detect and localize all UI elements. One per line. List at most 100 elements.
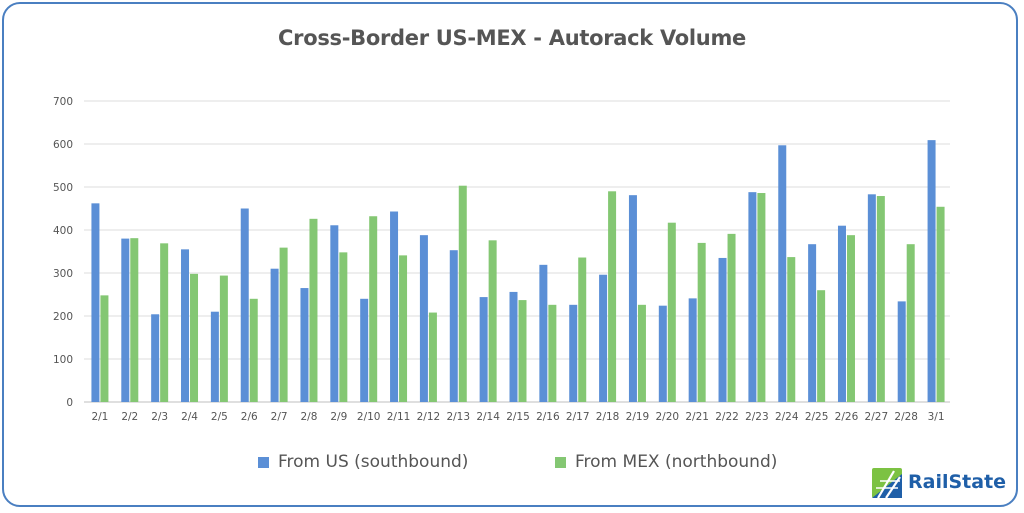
x-tick-label: 2/12 bbox=[417, 411, 441, 423]
bar-mex bbox=[369, 216, 378, 402]
bar-mex bbox=[817, 290, 826, 402]
x-tick-label: 2/27 bbox=[865, 411, 889, 423]
bar-us bbox=[181, 249, 190, 402]
y-tick-label: 100 bbox=[53, 354, 73, 366]
bar-us bbox=[837, 225, 846, 402]
x-tick-label: 2/14 bbox=[476, 411, 500, 423]
y-tick-label: 500 bbox=[53, 182, 73, 194]
bar-mex bbox=[309, 218, 318, 402]
x-tick-label: 3/1 bbox=[928, 411, 945, 423]
bar-us bbox=[330, 225, 339, 402]
bar-mex bbox=[428, 312, 437, 402]
bar-us bbox=[688, 298, 697, 402]
bar-mex bbox=[339, 252, 348, 402]
bar-us bbox=[897, 301, 906, 402]
bar-us bbox=[808, 244, 817, 402]
y-tick-label: 600 bbox=[53, 139, 73, 151]
bar-mex bbox=[727, 233, 736, 402]
legend-swatch-mex bbox=[555, 456, 566, 468]
bar-mex bbox=[219, 275, 228, 402]
bar-us bbox=[599, 274, 608, 402]
bar-mex bbox=[100, 295, 109, 402]
bar-us bbox=[449, 250, 458, 402]
legend-label-mex: From MEX (northbound) bbox=[575, 452, 778, 472]
x-tick-label: 2/15 bbox=[506, 411, 530, 423]
bar-mex bbox=[787, 257, 796, 402]
y-tick-label: 700 bbox=[53, 96, 73, 108]
bar-mex bbox=[160, 243, 169, 402]
x-axis-ticks: 2/1 2/2 2/3 2/4 2/5 2/6 2/7 2/8 2/9 2/10 2/11 2/12 2… bbox=[91, 411, 944, 423]
legend-item-us: From US (southbound) bbox=[258, 452, 468, 472]
y-tick-label: 200 bbox=[53, 311, 73, 323]
bar-us bbox=[91, 203, 100, 402]
bar-mex bbox=[876, 196, 885, 402]
bar-us bbox=[658, 305, 667, 402]
x-tick-label: 2/2 bbox=[121, 411, 138, 423]
x-tick-label: 2/13 bbox=[446, 411, 470, 423]
chart-title: Cross-Border US-MEX - Autorack Volume bbox=[278, 26, 746, 50]
x-tick-label: 2/9 bbox=[330, 411, 347, 423]
x-tick-label: 2/8 bbox=[301, 411, 318, 423]
bar-mex bbox=[190, 273, 199, 402]
x-tick-label: 2/20 bbox=[656, 411, 680, 423]
y-tick-label: 400 bbox=[53, 225, 73, 237]
bar-us bbox=[121, 238, 130, 402]
bar-mex bbox=[279, 247, 288, 402]
bar-us bbox=[569, 304, 578, 402]
bar-mex bbox=[906, 244, 915, 402]
x-tick-label: 2/5 bbox=[211, 411, 228, 423]
bar-us bbox=[360, 298, 369, 402]
bar-us bbox=[718, 257, 727, 402]
x-tick-label: 2/10 bbox=[357, 411, 381, 423]
legend-swatch-us bbox=[258, 456, 269, 468]
bar-us bbox=[390, 211, 399, 402]
bars bbox=[91, 140, 945, 403]
x-tick-label: 2/1 bbox=[91, 411, 108, 423]
bar-mex bbox=[608, 191, 617, 402]
bar-us bbox=[778, 145, 787, 403]
x-tick-label: 2/28 bbox=[894, 411, 918, 423]
x-tick-label: 2/4 bbox=[181, 411, 198, 423]
bar-us bbox=[748, 192, 757, 402]
bar-mex bbox=[399, 255, 408, 402]
bar-us bbox=[270, 268, 279, 402]
bar-mex bbox=[518, 300, 527, 402]
legend-item-mex: From MEX (northbound) bbox=[555, 452, 777, 472]
bar-mex bbox=[846, 235, 855, 402]
bar-mex bbox=[488, 240, 497, 402]
x-tick-label: 2/11 bbox=[387, 411, 411, 423]
bar-us bbox=[300, 288, 309, 402]
bar-us bbox=[867, 194, 876, 402]
y-axis-ticks: 0 100 200 300 400 500 600 700 bbox=[53, 96, 73, 409]
bar-mex bbox=[667, 222, 676, 402]
railstate-logo: RailState bbox=[872, 468, 1012, 500]
bar-us bbox=[210, 311, 219, 402]
x-tick-label: 2/6 bbox=[241, 411, 258, 423]
x-tick-label: 2/16 bbox=[536, 411, 560, 423]
bar-us bbox=[509, 291, 518, 402]
bar-mex bbox=[130, 238, 139, 402]
bar-mex bbox=[548, 304, 557, 402]
x-tick-label: 2/19 bbox=[626, 411, 650, 423]
bar-us bbox=[927, 140, 936, 402]
railstate-logo-icon bbox=[872, 468, 902, 499]
x-tick-label: 2/3 bbox=[151, 411, 168, 423]
bar-mex bbox=[936, 206, 945, 402]
bar-mex bbox=[249, 298, 258, 402]
bar-mex bbox=[757, 193, 766, 402]
x-tick-label: 2/26 bbox=[835, 411, 859, 423]
bar-us bbox=[151, 314, 160, 402]
x-tick-label: 2/17 bbox=[566, 411, 590, 423]
x-tick-label: 2/21 bbox=[685, 411, 709, 423]
bar-us bbox=[539, 264, 548, 402]
x-tick-label: 2/22 bbox=[715, 411, 739, 423]
railstate-logo-text: RailState bbox=[908, 471, 1007, 493]
y-tick-label: 300 bbox=[53, 268, 73, 280]
x-tick-label: 2/18 bbox=[596, 411, 620, 423]
bar-us bbox=[628, 195, 637, 402]
x-tick-label: 2/24 bbox=[775, 411, 799, 423]
bar-us bbox=[419, 235, 428, 402]
bar-mex bbox=[458, 185, 467, 402]
legend-label-us: From US (southbound) bbox=[278, 452, 469, 472]
